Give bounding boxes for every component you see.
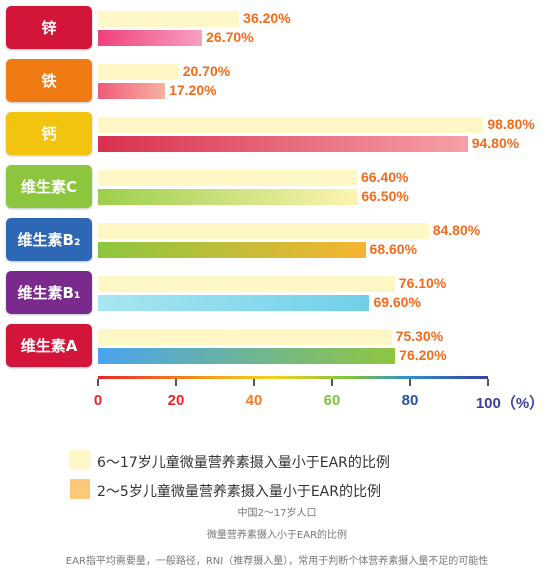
- value-label-series1-2: 94.80%: [471, 135, 520, 151]
- value-label-series1-5: 69.60%: [373, 294, 421, 310]
- x-tick-label-4: 80: [401, 392, 419, 409]
- value-label-series1-0: 26.70%: [206, 29, 254, 45]
- bar-series0-4: [98, 223, 429, 239]
- value-label-series0-3: 66.40%: [360, 169, 409, 185]
- note-caption: 微量营养素摄入小于EAR的比例: [206, 530, 348, 541]
- bar-series1-2: [98, 136, 468, 152]
- bar-series0-0: [98, 11, 240, 27]
- legend-label-6-17: 6～17岁儿童微量营养素摄入量小于EAR的比例: [97, 455, 390, 471]
- bar-series1-1: [98, 83, 166, 99]
- category-label-2: 钙: [6, 112, 92, 155]
- category-label-0: 锌: [6, 6, 92, 49]
- x-tick-label-2: 40: [245, 392, 263, 409]
- x-tick-5: [487, 379, 489, 386]
- x-tick-label-0: 0: [93, 392, 103, 409]
- bar-series0-2: [98, 117, 484, 133]
- bar-series1-4: [98, 242, 366, 258]
- x-tick-label-5: 100（%）: [475, 395, 545, 412]
- legend-label-2-5: 2～5岁儿童微量营养素摄入量小于EAR的比例: [97, 484, 381, 500]
- bar-series1-5: [98, 295, 370, 311]
- bar-series0-5: [98, 276, 395, 292]
- value-label-series0-4: 84.80%: [432, 222, 481, 238]
- value-label-series0-5: 76.10%: [398, 275, 447, 291]
- value-label-series0-0: 36.20%: [243, 10, 291, 26]
- x-tick-label-3: 60: [323, 392, 341, 409]
- value-label-series0-1: 20.70%: [182, 63, 231, 79]
- legend-swatch-2-5: [70, 479, 90, 499]
- note-population: 中国2～17岁人口: [237, 508, 317, 519]
- category-label-6: 维生素A: [6, 324, 92, 367]
- category-label-5: 维生素B₁: [6, 271, 92, 314]
- bar-series1-6: [98, 348, 396, 364]
- category-label-1: 铁: [6, 59, 92, 102]
- bar-series1-3: [98, 189, 358, 205]
- bar-series1-0: [98, 30, 203, 46]
- category-label-3: 维生素C: [6, 165, 92, 208]
- x-tick-2: [253, 379, 255, 386]
- value-label-series1-4: 68.60%: [369, 241, 418, 257]
- x-axis-line: [98, 376, 488, 379]
- value-label-series0-2: 98.80%: [487, 116, 535, 132]
- category-label-4: 维生素B₂: [6, 218, 92, 261]
- legend-swatch-6-17: [70, 450, 90, 470]
- x-tick-3: [331, 379, 333, 386]
- note-ear-definition: EAR指平均需要量，一般路径，RNI（推荐摄入量），常用于判断个体营养素摄入量不…: [65, 556, 489, 567]
- bar-series0-3: [98, 170, 357, 186]
- x-tick-0: [97, 379, 99, 386]
- value-label-series1-1: 17.20%: [169, 82, 217, 98]
- x-tick-1: [175, 379, 177, 386]
- value-label-series1-3: 66.50%: [361, 188, 409, 204]
- bar-series0-1: [98, 64, 179, 80]
- x-tick-4: [409, 379, 411, 386]
- value-label-series1-6: 76.20%: [399, 347, 447, 363]
- bar-series0-6: [98, 329, 392, 345]
- x-tick-label-1: 20: [167, 392, 185, 409]
- value-label-series0-6: 75.30%: [395, 328, 444, 344]
